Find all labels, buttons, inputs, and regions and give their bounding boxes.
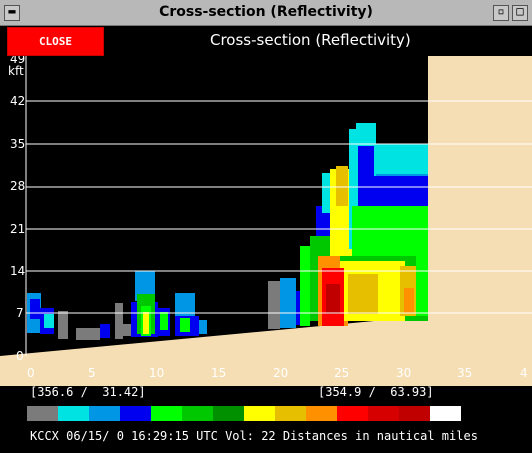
y-tick-21: 21 — [10, 222, 25, 236]
status-line: KCCX 06/15/ 0 16:29:15 UTC Vol: 22 Dista… — [30, 429, 478, 443]
window-title: Cross-section (Reflectivity) — [159, 4, 373, 20]
color-swatch-0 — [27, 406, 58, 421]
y-axis-unit: kft — [8, 64, 24, 78]
color-swatch-7 — [244, 406, 275, 421]
x-tick-5: 5 — [88, 366, 96, 380]
y-tick-14: 14 — [10, 264, 25, 278]
x-tick-30: 30 — [396, 366, 411, 380]
color-swatch-8 — [275, 406, 306, 421]
color-scale-bar — [27, 406, 461, 421]
color-swatch-3 — [120, 406, 151, 421]
close-icon: □ — [516, 4, 524, 18]
color-swatch-9 — [306, 406, 337, 421]
window-menu-button[interactable]: ▬ — [4, 4, 20, 21]
reflectivity-echoes — [27, 123, 428, 340]
terrain-fill-right — [428, 56, 532, 354]
menu-icon: ▬ — [8, 4, 16, 18]
color-swatch-11 — [368, 406, 399, 421]
x-tick-40: 4 — [520, 366, 528, 380]
x-axis-labels: 0 5 10 15 20 25 30 35 4 — [27, 366, 528, 380]
y-tick-35: 35 — [10, 137, 25, 151]
cross-section-plot: 49 kft 42 35 28 21 14 7 0 0 5 10 15 20 2… — [0, 56, 532, 386]
window-close-button[interactable]: □ — [512, 4, 528, 21]
x-tick-20: 20 — [273, 366, 288, 380]
color-swatch-2 — [89, 406, 120, 421]
y-axis-labels: 49 kft 42 35 28 21 14 7 0 — [8, 56, 25, 363]
x-tick-0: 0 — [27, 366, 35, 380]
coord-left: [356.6 / 31.42] — [30, 385, 146, 399]
color-swatch-10 — [337, 406, 368, 421]
grid-lines — [26, 100, 532, 314]
header-title: Cross-section (Reflectivity) — [210, 31, 411, 49]
x-tick-25: 25 — [334, 366, 349, 380]
color-swatch-13 — [430, 406, 461, 421]
color-swatch-12 — [399, 406, 430, 421]
terrain-ground — [0, 316, 532, 386]
x-tick-35: 35 — [457, 366, 472, 380]
close-button[interactable]: CLOSE — [7, 27, 104, 56]
minimize-button[interactable]: ▫ — [493, 4, 509, 21]
y-tick-0: 0 — [16, 349, 24, 363]
x-tick-15: 15 — [211, 366, 226, 380]
color-swatch-1 — [58, 406, 89, 421]
coord-right: [354.9 / 63.93] — [318, 385, 434, 399]
y-tick-42: 42 — [10, 94, 25, 108]
color-swatch-6 — [213, 406, 244, 421]
y-tick-28: 28 — [10, 179, 25, 193]
y-tick-49: 49 — [10, 56, 25, 66]
color-swatch-4 — [151, 406, 182, 421]
window-titlebar[interactable]: ▬ Cross-section (Reflectivity) ▫ □ — [0, 0, 532, 26]
minimize-icon: ▫ — [497, 4, 505, 18]
x-tick-10: 10 — [149, 366, 164, 380]
color-swatch-5 — [182, 406, 213, 421]
y-tick-7: 7 — [16, 306, 24, 320]
